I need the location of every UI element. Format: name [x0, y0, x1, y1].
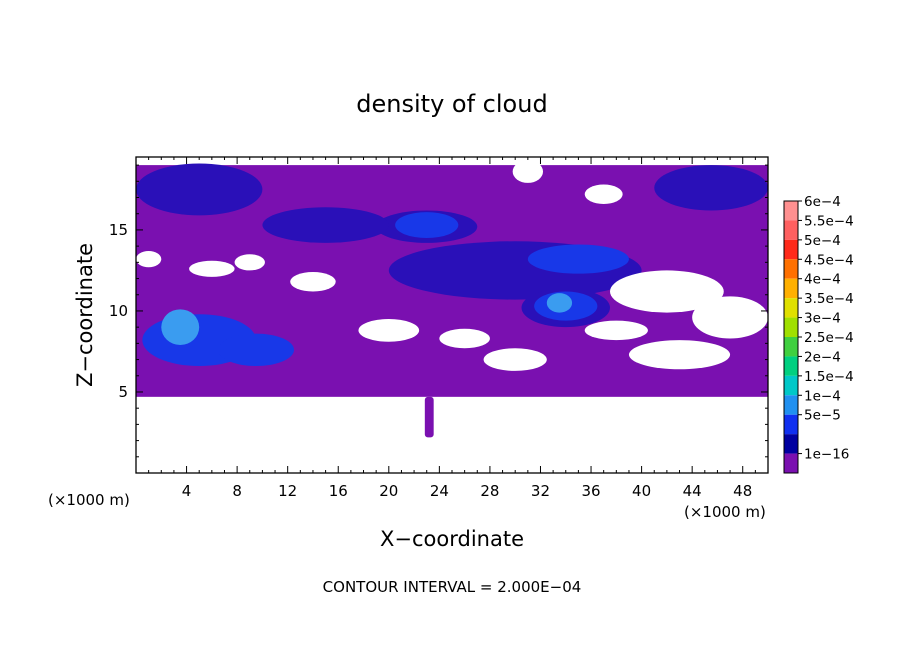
colorbar-label: 5.5e−4: [804, 213, 854, 229]
chart-title: density of cloud: [356, 90, 547, 118]
colorbar-swatch: [784, 395, 798, 415]
contour-interval-note: CONTOUR INTERVAL = 2.000E−04: [323, 578, 582, 596]
cloud-density-region: [527, 244, 629, 274]
x-unit-left: (×1000 m): [48, 491, 130, 509]
colorbar-label: 3e−4: [804, 311, 841, 327]
cloud-free-gap: [483, 348, 547, 371]
cloud-density-region: [654, 165, 768, 211]
colorbar-swatch: [784, 201, 798, 221]
cloud-free-gap: [584, 320, 648, 341]
cloud-density-region: [136, 163, 263, 216]
colorbar-swatch: [784, 220, 798, 240]
plot-area: [135, 156, 769, 474]
colorbar-label: 1e−4: [804, 388, 841, 404]
colorbar-swatch: [784, 259, 798, 279]
x-axis: 4 8 12 16 20 24 28 32 36 40 44 48: [148, 157, 756, 500]
x-tick-label: 28: [480, 482, 499, 500]
cloud-free-gap: [136, 250, 162, 268]
x-tick-label: 24: [430, 482, 449, 500]
x-tick-label: 44: [683, 482, 702, 500]
x-unit-right: (×1000 m): [684, 503, 766, 521]
colorbar-swatch: [784, 239, 798, 260]
x-tick-label: 16: [329, 482, 348, 500]
colorbar-label: 2.5e−4: [804, 330, 854, 346]
cloud-free-gap: [439, 328, 490, 349]
colorbar-swatch: [784, 453, 798, 473]
colorbar-label: 4e−4: [804, 272, 841, 288]
x-tick-label: 40: [632, 482, 651, 500]
colorbar-swatch: [784, 337, 798, 357]
cloud-free-gap: [610, 270, 724, 313]
cloud-free-gap: [512, 160, 544, 183]
x-tick-label: 20: [379, 482, 398, 500]
colorbar-label: 6e−4: [804, 194, 841, 210]
y-tick-label: 10: [109, 302, 128, 320]
colorbar-label: 1.5e−4: [804, 369, 854, 385]
colorbar-label: 3.5e−4: [804, 291, 854, 307]
colorbar-swatch: [784, 317, 798, 337]
cloud-density-region: [395, 212, 459, 239]
x-tick-label: 12: [278, 482, 297, 500]
colorbar-swatch: [784, 298, 798, 318]
y-axis: 5 10 15: [109, 164, 768, 458]
colorbar-swatch: [784, 434, 798, 454]
x-tick-label: 8: [232, 482, 242, 500]
colorbar-label: 5e−5: [804, 408, 841, 424]
colorbar-label: 1e−16: [804, 447, 849, 463]
colorbar-label: 2e−4: [804, 349, 841, 365]
cloud-free-gap: [189, 260, 235, 277]
cloud-density-region: [161, 309, 200, 345]
cloud-plume: [424, 396, 434, 438]
colorbar-swatch: [784, 375, 798, 396]
colorbar-swatch: [784, 356, 798, 376]
cloud-density-region: [262, 207, 389, 243]
x-tick-label: 4: [182, 482, 192, 500]
cloud-free-gap: [358, 319, 420, 342]
colorbar-swatch: [784, 278, 798, 299]
colorbar-label: 4.5e−4: [804, 252, 854, 268]
colorbar-swatch: [784, 414, 798, 435]
x-axis-label: X−coordinate: [380, 527, 524, 551]
colorbar-label: 5e−4: [804, 233, 841, 249]
cloud-density-region: [218, 333, 294, 367]
x-tick-label: 48: [733, 482, 752, 500]
cloud-free-gap: [692, 296, 768, 339]
cloud-free-gap: [628, 340, 731, 370]
x-tick-label: 36: [581, 482, 600, 500]
cloud-free-gap: [234, 254, 265, 271]
cloud-density-region: [546, 293, 573, 313]
cloud-free-gap: [290, 272, 336, 292]
y-axis-label: Z−coordinate: [73, 243, 97, 387]
cloud-free-gap: [584, 184, 623, 204]
colorbar-legend: 6e−4 5.5e−4 5e−4 4.5e−4 4e−4 3.5e−4 3e−4 2.5e−4…: [783, 194, 854, 474]
y-tick-label: 5: [118, 383, 128, 401]
y-tick-label: 15: [109, 221, 128, 239]
x-tick-label: 32: [531, 482, 550, 500]
